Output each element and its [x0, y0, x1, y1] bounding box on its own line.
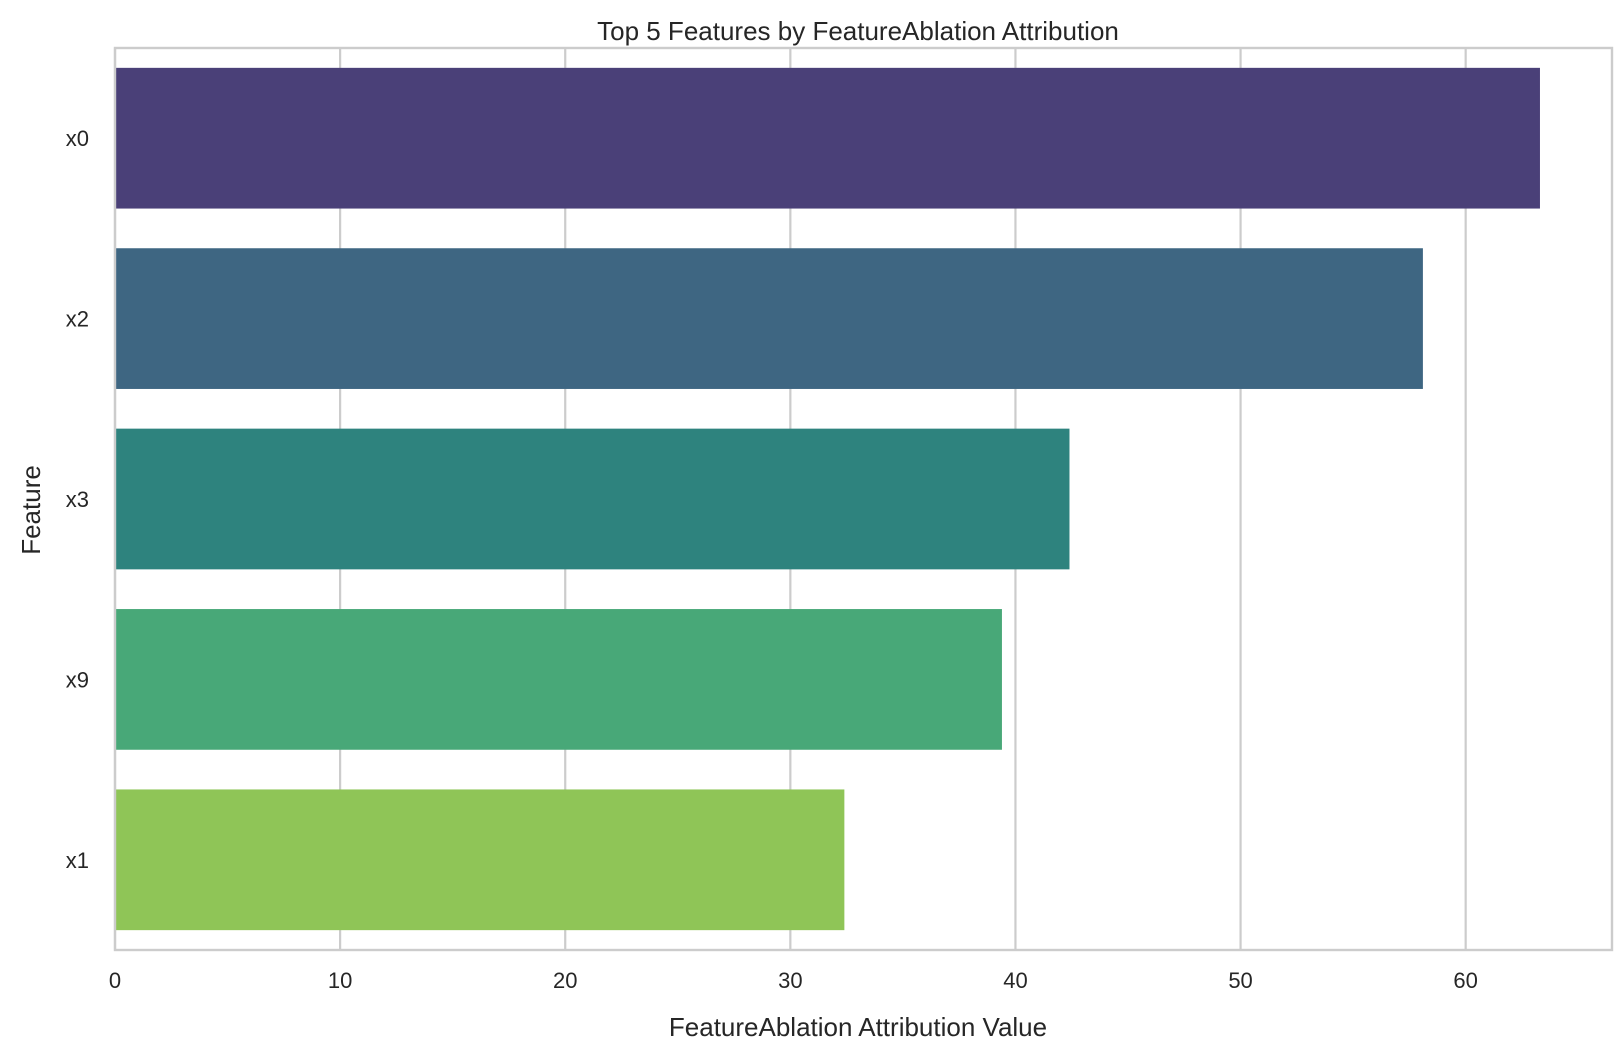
y-tick-label: x9: [66, 667, 89, 692]
y-tick-label: x3: [66, 487, 89, 512]
bar-x0: [115, 67, 1540, 209]
x-tick-label: 20: [553, 968, 577, 993]
bar-x3: [115, 428, 1070, 570]
x-tick-label: 40: [1003, 968, 1027, 993]
plot-frame: [113, 46, 1614, 952]
x-axis-ticks: 0 10 20 30 40 50 60: [109, 968, 1478, 993]
bar-x9: [115, 609, 1002, 750]
y-axis-ticks: x0 x2 x3 x9 x1: [66, 126, 89, 873]
y-tick-label: x2: [66, 307, 89, 332]
x-tick-label: 0: [109, 968, 121, 993]
y-axis-label: Feature: [16, 465, 46, 555]
bar-x2: [115, 248, 1423, 389]
x-tick-label: 10: [328, 968, 352, 993]
bar-x1: [115, 789, 845, 931]
x-tick-label: 50: [1228, 968, 1252, 993]
bars: [115, 67, 1540, 931]
x-tick-label: 60: [1453, 968, 1477, 993]
x-tick-label: 30: [778, 968, 802, 993]
y-tick-label: x1: [66, 848, 89, 873]
chart-title: Top 5 Features by FeatureAblation Attrib…: [597, 16, 1119, 46]
y-tick-label: x0: [66, 126, 89, 151]
x-axis-label: FeatureAblation Attribution Value: [669, 1012, 1047, 1042]
